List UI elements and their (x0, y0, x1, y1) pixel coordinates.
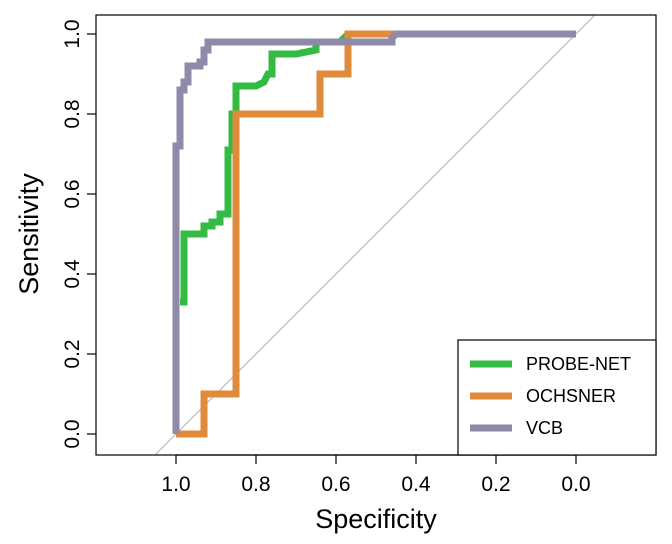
y-tick-label: 0.6 (61, 179, 84, 208)
diagonal-reference-line (154, 14, 596, 456)
legend-label: VCB (526, 418, 563, 438)
x-tick-label: 0.8 (241, 473, 270, 496)
series-line-vcb (172, 30, 576, 434)
legend-label: PROBE-NET (526, 354, 631, 374)
y-tick-label: 1.0 (61, 19, 84, 48)
x-tick-label: 0.6 (321, 473, 350, 496)
legend-label: OCHSNER (526, 386, 616, 406)
x-tick-label: 0.0 (561, 473, 590, 496)
x-tick-label: 0.4 (401, 473, 431, 496)
y-tick-label: 0.0 (61, 419, 84, 448)
legend: PROBE-NET OCHSNER VCB (457, 339, 657, 456)
y-tick-label: 0.2 (61, 339, 84, 368)
x-axis-title: Specificity (315, 504, 437, 534)
series-layer (172, 30, 576, 438)
series-line-ochsner (176, 30, 576, 438)
legend-items: PROBE-NET OCHSNER VCB (470, 354, 631, 438)
y-tick-label: 0.8 (61, 99, 84, 128)
y-axis-title: Sensitivity (14, 173, 44, 295)
axes-layer: 1.0 0.8 0.6 0.4 0.2 0.0 0.0 0.2 0.4 0.6 0.8 1.0 (61, 19, 591, 496)
x-tick-label: 1.0 (161, 473, 190, 496)
diagonal-reference-layer (154, 14, 596, 456)
x-tick-label: 0.2 (481, 473, 510, 496)
y-tick-label: 0.4 (61, 259, 84, 289)
